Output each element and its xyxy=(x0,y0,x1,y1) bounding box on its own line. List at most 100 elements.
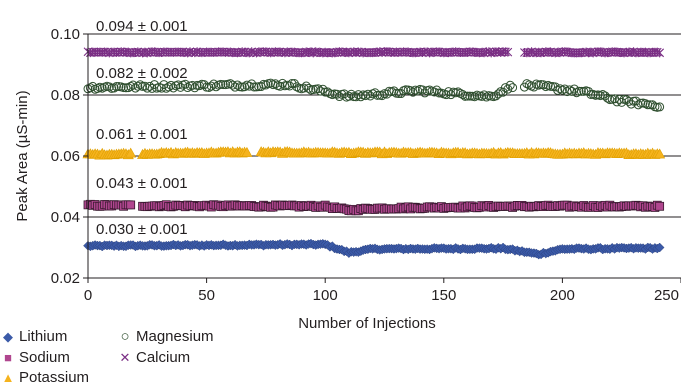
magnesium-point xyxy=(173,80,183,90)
magnesium-point xyxy=(522,79,532,89)
x-tick-label: 100 xyxy=(313,287,338,304)
magnesium-point xyxy=(244,81,254,91)
magnesium-point xyxy=(194,81,204,91)
calcium-point xyxy=(655,48,665,58)
magnesium-point xyxy=(586,89,596,99)
ticks: 0.02 0.04 0.06 0.08 0.10 0 50 100 150 200 250 xyxy=(51,26,681,304)
magnesium-point xyxy=(458,90,468,100)
data-markers xyxy=(82,47,666,260)
magnesium-point xyxy=(119,83,129,93)
legend-label-calcium: Calcium xyxy=(136,349,191,366)
magnesium-point xyxy=(363,89,373,99)
x-axis-title: Number of Injections xyxy=(298,315,436,332)
y-tick-label: 0.04 xyxy=(51,209,80,226)
magnesium-point xyxy=(640,99,650,109)
annotation-magnesium: 0.082 ± 0.002 xyxy=(96,65,188,82)
magnesium-point xyxy=(505,80,515,90)
magnesium-point xyxy=(304,83,314,93)
magnesium-point xyxy=(351,92,361,102)
x-tick-label: 200 xyxy=(550,287,575,304)
legend-label-sodium: Sodium xyxy=(19,349,70,366)
annotation-lithium: 0.030 ± 0.001 xyxy=(96,221,188,238)
magnesium-point xyxy=(624,96,634,106)
magnesium-point xyxy=(88,81,98,91)
legend-item-potassium: ▲ Potassium xyxy=(0,369,89,387)
magnesium-point xyxy=(420,88,430,98)
y-tick-label: 0.06 xyxy=(51,148,80,165)
magnesium-point xyxy=(138,81,148,91)
magnesium-point xyxy=(332,89,342,99)
magnesium-point xyxy=(187,80,197,90)
magnesium-point xyxy=(425,85,435,95)
y-tick-label: 0.08 xyxy=(51,87,80,104)
y-tick-label: 0.10 xyxy=(51,26,80,43)
magnesium-point xyxy=(477,91,487,101)
magnesium-point xyxy=(434,88,444,98)
y-axis-title: Peak Area (µS-min) xyxy=(14,90,31,221)
magnesium-point xyxy=(183,83,193,93)
series-sodium xyxy=(83,199,665,216)
magnesium-point xyxy=(285,81,295,91)
magnesium-point xyxy=(228,80,238,90)
lithium-point xyxy=(654,242,665,253)
x-tick-label: 150 xyxy=(431,287,456,304)
magnesium-point xyxy=(190,83,200,93)
magnesium-point xyxy=(275,81,285,91)
magnesium-point xyxy=(508,83,518,93)
lithium-diamond-icon: ◆ xyxy=(3,329,13,344)
magnesium-point xyxy=(130,83,140,93)
x-tick-label: 250 xyxy=(654,287,679,304)
legend-item-calcium: ✕ Calcium xyxy=(117,349,191,367)
magnesium-point xyxy=(168,83,178,93)
annotation-calcium: 0.094 ± 0.001 xyxy=(96,18,188,35)
magnesium-point xyxy=(576,86,586,96)
magnesium-point xyxy=(128,80,138,90)
magnesium-point xyxy=(633,100,643,110)
magnesium-point xyxy=(479,90,489,100)
magnesium-point xyxy=(232,80,242,90)
series-magnesium xyxy=(83,78,665,112)
magnesium-point xyxy=(209,79,219,89)
magnesium-point xyxy=(610,94,620,104)
x-tick-label: 0 xyxy=(84,287,92,304)
magnesium-point xyxy=(142,83,152,93)
magnesium-point xyxy=(289,79,299,89)
magnesium-point xyxy=(470,92,480,102)
magnesium-point xyxy=(602,93,612,103)
magnesium-point xyxy=(394,89,404,99)
magnesium-point xyxy=(655,102,665,112)
magnesium-point xyxy=(315,86,325,96)
magnesium-point xyxy=(299,83,309,93)
magnesium-point xyxy=(111,82,121,92)
magnesium-point xyxy=(164,82,174,92)
magnesium-point xyxy=(161,83,171,93)
magnesium-point xyxy=(313,84,323,94)
magnesium-point xyxy=(617,97,627,107)
x-tick-label: 50 xyxy=(198,287,215,304)
magnesium-point xyxy=(406,86,416,96)
potassium-point xyxy=(654,148,666,159)
magnesium-point xyxy=(361,91,371,101)
magnesium-point xyxy=(344,91,354,101)
series-lithium xyxy=(83,238,665,260)
legend-label-potassium: Potassium xyxy=(19,369,90,386)
legend-item-lithium: ◆ Lithium xyxy=(0,328,67,346)
magnesium-point xyxy=(481,92,491,102)
magnesium-point xyxy=(123,83,133,93)
magnesium-point xyxy=(261,80,271,90)
calcium-point xyxy=(503,47,513,57)
magnesium-point xyxy=(199,80,209,90)
magnesium-point xyxy=(230,82,240,92)
sodium-point xyxy=(126,200,136,210)
magnesium-point xyxy=(346,89,356,99)
magnesium-point xyxy=(318,84,328,94)
magnesium-point xyxy=(85,83,95,93)
annotation-potassium: 0.061 ± 0.001 xyxy=(96,126,188,143)
magnesium-point xyxy=(444,87,454,97)
magnesium-point xyxy=(377,91,387,101)
sodium-point xyxy=(655,201,665,211)
legend-item-magnesium: ○ Magnesium xyxy=(117,328,213,346)
magnesium-point xyxy=(636,98,646,108)
magnesium-point xyxy=(104,82,114,92)
